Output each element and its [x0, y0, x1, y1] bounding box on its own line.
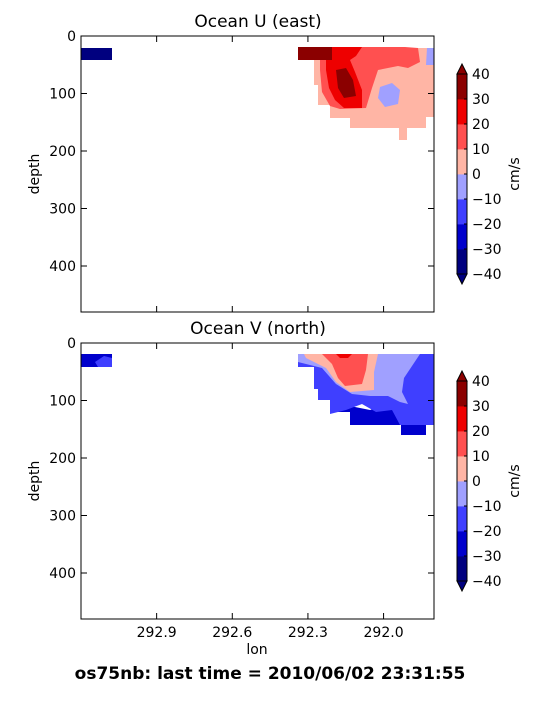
- colorbar-tick-label: −20: [472, 524, 502, 540]
- colorbar-segment: [457, 149, 467, 175]
- footer-caption: os75nb: last time = 2010/06/02 23:31:55: [74, 664, 466, 684]
- x-tick-label: 292.0: [364, 625, 404, 641]
- colorbar-tick-label: 10: [472, 449, 490, 465]
- colorbar-segment: [457, 481, 467, 507]
- y-tick-label: 200: [49, 451, 76, 467]
- contour-u-blue-edge: [426, 48, 434, 65]
- y-tick-label: 100: [49, 87, 76, 103]
- plot-frame-v: [80, 342, 435, 620]
- contour-v-shallow-midblue: [95, 356, 112, 367]
- colorbar-tick-label: −40: [472, 267, 502, 283]
- colorbar-tick-label: 10: [472, 142, 490, 158]
- colorbar-segment: [457, 224, 467, 250]
- colorbar-segment: [457, 74, 467, 100]
- y-tick-label: 300: [49, 202, 76, 218]
- contour-fill-u: [81, 47, 434, 140]
- x-tick-label: 292.6: [212, 625, 252, 641]
- plot-frame-u: [80, 35, 435, 313]
- colorbar-segment: [457, 249, 467, 275]
- colorbar-tick-label: 40: [472, 67, 490, 83]
- y-tick-label: 400: [49, 259, 76, 275]
- y-tick-label: 400: [49, 566, 76, 582]
- colorbar-segment: [457, 556, 467, 582]
- xlabel-v: lon: [246, 642, 267, 658]
- colorbar-label-u: cm/s: [507, 157, 523, 190]
- colorbar-tick-label: −40: [472, 574, 502, 590]
- y-tick-label: 100: [49, 394, 76, 410]
- colorbar-segment: [457, 456, 467, 482]
- y-axis-v: 0 100 200 300 400: [49, 336, 434, 582]
- colorbar-tick-label: −10: [472, 192, 502, 208]
- colorbar-tick-label: 30: [472, 399, 490, 415]
- contour-u-darkred: [298, 47, 356, 98]
- title-ocean-u: Ocean U (east): [194, 12, 321, 32]
- contour-v-strong-red: [336, 354, 352, 358]
- colorbar-v: 40 30 20 10 0 −10 −20 −30 −40: [456, 369, 502, 593]
- colorbar-segment: [457, 381, 467, 407]
- colorbar-segment: [457, 531, 467, 557]
- colorbar-tick-label: 30: [472, 92, 490, 108]
- y-tick-label: 0: [67, 336, 76, 352]
- colorbar-tick-label: −30: [472, 242, 502, 258]
- contour-u-blue-blob: [378, 83, 400, 107]
- colorbar-extend-top: [456, 369, 468, 382]
- y-axis-u: 0 100 200 300 400: [49, 29, 434, 275]
- x-axis-u: [156, 36, 385, 312]
- y-tick-label: 200: [49, 144, 76, 160]
- colorbar-u: 40 30 20 10 0 −10 −20 −30 −40: [456, 62, 502, 286]
- colorbar-tick-label: 40: [472, 374, 490, 390]
- colorbar-extend-bottom: [456, 273, 468, 286]
- colorbar-segment: [457, 199, 467, 225]
- colorbar-extend-top: [456, 62, 468, 75]
- contour-fill-v: [81, 354, 434, 435]
- colorbar-segment: [457, 174, 467, 200]
- colorbar-segment: [457, 124, 467, 150]
- x-tick-label: 292.9: [137, 625, 177, 641]
- colorbar-tick-label: 20: [472, 424, 490, 440]
- colorbar-tick-label: −10: [472, 499, 502, 515]
- colorbar-extend-bottom: [456, 580, 468, 593]
- title-ocean-v: Ocean V (north): [190, 319, 326, 339]
- colorbar-tick-label: 0: [472, 167, 481, 183]
- colorbar-segment: [457, 506, 467, 532]
- x-tick-label: 292.3: [288, 625, 328, 641]
- colorbar-segment: [457, 431, 467, 457]
- colorbar-tick-label: −30: [472, 549, 502, 565]
- y-tick-label: 0: [67, 29, 76, 45]
- ylabel-v: depth: [27, 461, 43, 502]
- contour-u-shallow-blue: [81, 48, 112, 60]
- colorbar-tick-label: 0: [472, 474, 481, 490]
- colorbar-segment: [457, 406, 467, 432]
- x-axis-v: 292.9 292.6 292.3 292.0: [137, 343, 404, 641]
- colorbar-tick-label: −20: [472, 217, 502, 233]
- ylabel-u: depth: [27, 154, 43, 195]
- colorbar-tick-label: 20: [472, 117, 490, 133]
- colorbar-label-v: cm/s: [507, 464, 523, 497]
- y-tick-label: 300: [49, 509, 76, 525]
- contour-v-red: [322, 354, 368, 386]
- colorbar-segment: [457, 99, 467, 125]
